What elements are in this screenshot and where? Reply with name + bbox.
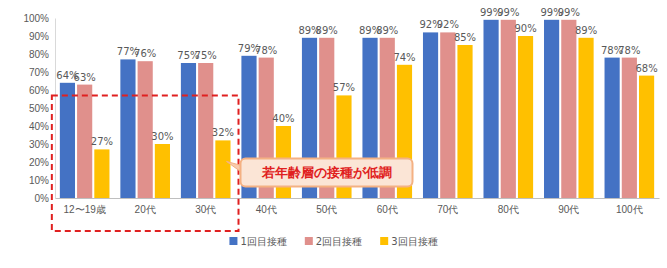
legend-label: 3回目接種	[391, 236, 437, 247]
x-tick-label: 40代	[256, 204, 277, 215]
data-label: 30%	[151, 131, 173, 142]
y-tick: 70%	[29, 67, 55, 78]
data-label: 75%	[195, 50, 217, 61]
y-tick-label: 90%	[29, 31, 49, 42]
bars	[60, 20, 654, 198]
y-axis-line	[55, 19, 56, 199]
data-label: 32%	[212, 127, 234, 138]
legend-swatch	[229, 237, 237, 245]
y-tick-label: 70%	[29, 67, 49, 78]
bar	[561, 20, 576, 198]
x-tick: 40代	[256, 198, 277, 215]
x-tick: 60代	[377, 198, 398, 215]
data-labels: 64%77%75%79%89%89%92%99%99%78%63%76%75%7…	[56, 7, 657, 148]
bar	[138, 61, 153, 198]
x-tick-label: 60代	[377, 204, 398, 215]
bar	[423, 32, 438, 198]
x-tick: 12〜19歳	[64, 198, 106, 215]
data-label: 90%	[514, 23, 536, 34]
legend-swatch	[305, 237, 313, 245]
data-label: 76%	[134, 48, 156, 59]
bar	[60, 83, 75, 198]
y-tick-label: 40%	[29, 121, 49, 132]
bar	[639, 76, 654, 198]
legend-item: 2回目接種	[305, 236, 362, 247]
x-axis-line	[56, 198, 660, 199]
y-tick: 80%	[29, 49, 55, 60]
data-label: 85%	[454, 32, 476, 43]
legend-item: 1回目接種	[229, 236, 286, 247]
annotation-text: 若年齢層の接種が低調	[261, 165, 392, 180]
data-label: 92%	[437, 19, 459, 30]
data-label: 27%	[91, 136, 113, 147]
legend-label: 2回目接種	[316, 236, 362, 247]
bar	[605, 58, 620, 198]
data-label: 99%	[497, 7, 519, 18]
y-tick-label: 50%	[29, 103, 49, 114]
data-label: 74%	[393, 52, 415, 63]
legend: 1回目接種 2回目接種 3回目接種	[229, 236, 437, 247]
x-tick-label: 12〜19歳	[64, 204, 106, 215]
bar	[181, 63, 196, 198]
y-tick-label: 10%	[29, 175, 49, 186]
data-label: 68%	[635, 63, 657, 74]
bar	[518, 36, 533, 198]
chart: 0%10%20%30%40%50%60%70%80%90%100%64%77%7…	[0, 0, 667, 268]
bar	[501, 20, 516, 198]
x-tick: 80代	[498, 198, 519, 215]
x-tick-label: 30代	[195, 204, 216, 215]
data-label: 89%	[316, 25, 338, 36]
x-tick: 90代	[558, 198, 579, 215]
bar	[622, 58, 637, 198]
x-tick-label: 80代	[498, 204, 519, 215]
legend-item: 3回目接種	[380, 236, 437, 247]
bar	[483, 20, 498, 198]
highlight-box	[52, 95, 239, 231]
x-tick-label: 50代	[316, 204, 337, 215]
bar	[440, 32, 455, 198]
bar	[120, 59, 135, 198]
bar	[578, 38, 593, 198]
x-tick-label: 100代	[616, 204, 643, 215]
data-label: 40%	[272, 113, 294, 124]
legend-swatch	[380, 237, 388, 245]
y-tick-label: 60%	[29, 85, 49, 96]
data-label: 99%	[558, 7, 580, 18]
data-label: 63%	[74, 72, 96, 83]
data-label: 89%	[575, 25, 597, 36]
bar-series	[60, 20, 620, 198]
y-tick: 100%	[23, 13, 55, 24]
bar-series	[77, 20, 637, 198]
y-tick: 60%	[29, 85, 55, 96]
y-tick: 90%	[29, 31, 55, 42]
x-tick: 30代	[195, 198, 216, 215]
bar	[94, 149, 109, 198]
x-tick-label: 70代	[437, 204, 458, 215]
y-tick-label: 80%	[29, 49, 49, 60]
legend-label: 1回目接種	[240, 236, 286, 247]
bar	[215, 140, 230, 198]
annotation: 若年齢層の接種が低調	[227, 158, 413, 186]
y-tick-label: 20%	[29, 157, 49, 168]
y-tick-label: 30%	[29, 139, 49, 150]
annotation-box	[241, 158, 413, 186]
x-tick: 20代	[135, 198, 156, 215]
bar	[544, 20, 559, 198]
x-tick: 100代	[616, 198, 643, 215]
bar	[155, 144, 170, 198]
x-axis: 12〜19歳 20代 30代 40代 50代 60代 70代 80代 90代 100代	[56, 198, 660, 215]
y-tick-label: 100%	[23, 13, 49, 24]
data-label: 57%	[333, 82, 355, 93]
y-tick-label: 0%	[35, 193, 50, 204]
x-tick-label: 20代	[135, 204, 156, 215]
bar	[457, 45, 472, 198]
x-tick: 50代	[316, 198, 337, 215]
x-tick: 70代	[437, 198, 458, 215]
y-axis: 0% 10% 20% 30% 40% 50% 60% 70% 80% 90% 100%	[23, 13, 55, 204]
data-label: 89%	[376, 25, 398, 36]
x-tick-label: 90代	[558, 204, 579, 215]
data-label: 78%	[255, 45, 277, 56]
bar-series	[94, 36, 654, 198]
data-label: 78%	[618, 45, 640, 56]
